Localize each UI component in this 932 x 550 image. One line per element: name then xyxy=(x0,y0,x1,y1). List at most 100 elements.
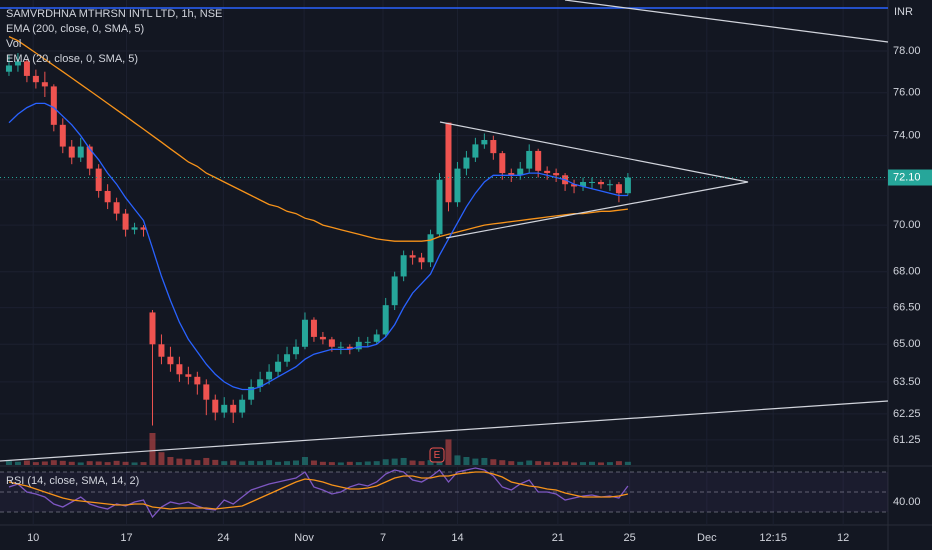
candle-body xyxy=(364,341,371,343)
candle-body xyxy=(373,334,380,342)
volume-bar xyxy=(32,462,39,465)
volume-bar xyxy=(77,462,84,465)
candle-body xyxy=(481,140,488,145)
candle-body xyxy=(355,341,362,350)
candle-body xyxy=(319,336,326,340)
candle-body xyxy=(203,384,210,400)
candle-body xyxy=(544,170,551,174)
candle-body xyxy=(257,379,264,387)
candle-body xyxy=(499,153,506,174)
volume-bar xyxy=(615,461,622,465)
x-tick-label: 12:15 xyxy=(759,532,787,544)
volume-bar xyxy=(176,458,183,465)
candle-body xyxy=(427,234,434,263)
candle-body xyxy=(212,399,219,413)
candle-body xyxy=(230,404,237,413)
indicator-label: EMA (200, close, 0, SMA, 5) xyxy=(6,23,144,35)
candle-body xyxy=(5,65,12,72)
x-tick-label: 17 xyxy=(120,532,132,544)
candle-body xyxy=(50,86,57,125)
volume-bar xyxy=(562,461,569,465)
candle-body xyxy=(553,173,560,176)
y-tick-label: 66.50 xyxy=(893,302,921,314)
candle-body xyxy=(624,177,631,194)
y-tick-label: 63.50 xyxy=(893,376,921,388)
y-tick-label: 78.00 xyxy=(893,45,921,57)
y-tick-label: 61.25 xyxy=(893,434,921,446)
candle-body xyxy=(490,140,497,154)
candle-body xyxy=(597,181,604,185)
volume-bar xyxy=(59,460,66,465)
rsi-tick-label: 40.00 xyxy=(893,496,921,508)
volume-bar xyxy=(337,462,344,465)
volume-bar xyxy=(158,452,165,465)
volume-bar xyxy=(418,461,425,465)
volume-bar xyxy=(41,461,48,465)
volume-bar xyxy=(266,460,273,465)
candle-body xyxy=(391,276,398,306)
volume-bar xyxy=(463,457,470,465)
candle-body xyxy=(535,150,542,171)
candle-body xyxy=(517,168,524,176)
candle-body xyxy=(158,344,165,357)
volume-bar xyxy=(293,460,299,465)
trend-line[interactable] xyxy=(564,0,889,43)
candle-body xyxy=(526,150,533,169)
candle-body xyxy=(310,319,317,337)
volume-bar xyxy=(580,462,587,465)
x-tick-label: Nov xyxy=(294,532,314,544)
x-tick-label: 10 xyxy=(27,532,39,544)
y-tick-label: 76.00 xyxy=(893,87,921,99)
volume-bar xyxy=(544,461,551,465)
triangle-pattern[interactable] xyxy=(439,121,749,239)
volume-bar xyxy=(553,462,560,465)
volume-bar xyxy=(194,460,201,465)
volume-bar xyxy=(14,461,21,465)
candle-body xyxy=(606,184,613,186)
symbol-title: SAMVRDHNA MTHRSN INTL LTD, 1h, NSE xyxy=(6,8,222,20)
volume-bar xyxy=(606,462,613,465)
volume-bar xyxy=(481,457,488,465)
volume-bar xyxy=(301,457,308,465)
volume-bar xyxy=(427,460,434,465)
candle-body xyxy=(436,179,443,235)
candle-body xyxy=(140,227,147,230)
indicator-line xyxy=(8,102,628,391)
volume-bar xyxy=(328,462,335,465)
candle-body xyxy=(68,146,75,158)
volume-bar xyxy=(221,461,228,465)
volume-bar xyxy=(319,461,326,465)
candle-body xyxy=(400,255,407,277)
candle-body xyxy=(445,122,452,203)
candle-body xyxy=(14,61,21,66)
candle-body xyxy=(293,346,299,355)
candle-body xyxy=(382,305,389,335)
volume-bar xyxy=(355,462,362,465)
x-tick-label: 14 xyxy=(451,532,463,544)
volume-bar xyxy=(5,461,12,465)
x-tick-label: 24 xyxy=(217,532,229,544)
candle-body xyxy=(77,146,84,158)
trend-line[interactable] xyxy=(0,400,889,462)
candle-body xyxy=(113,202,120,214)
earnings-marker[interactable] xyxy=(429,447,445,463)
candle-body xyxy=(337,346,344,348)
volume-bar xyxy=(346,461,353,465)
volume-bar xyxy=(445,439,452,465)
volume-bar xyxy=(23,460,30,465)
candle-body xyxy=(454,168,461,203)
volume-bar xyxy=(409,460,416,465)
volume-bar xyxy=(364,461,371,465)
candle-body xyxy=(149,312,156,345)
volume-bar xyxy=(373,461,380,465)
volume-bar xyxy=(230,460,237,465)
candle-body xyxy=(95,168,102,191)
candle-body xyxy=(176,364,183,375)
volume-bar xyxy=(517,461,524,465)
volume-bar xyxy=(400,457,407,465)
candle-body xyxy=(104,190,111,203)
volume-bar xyxy=(535,461,542,465)
x-tick-label: 21 xyxy=(552,532,564,544)
